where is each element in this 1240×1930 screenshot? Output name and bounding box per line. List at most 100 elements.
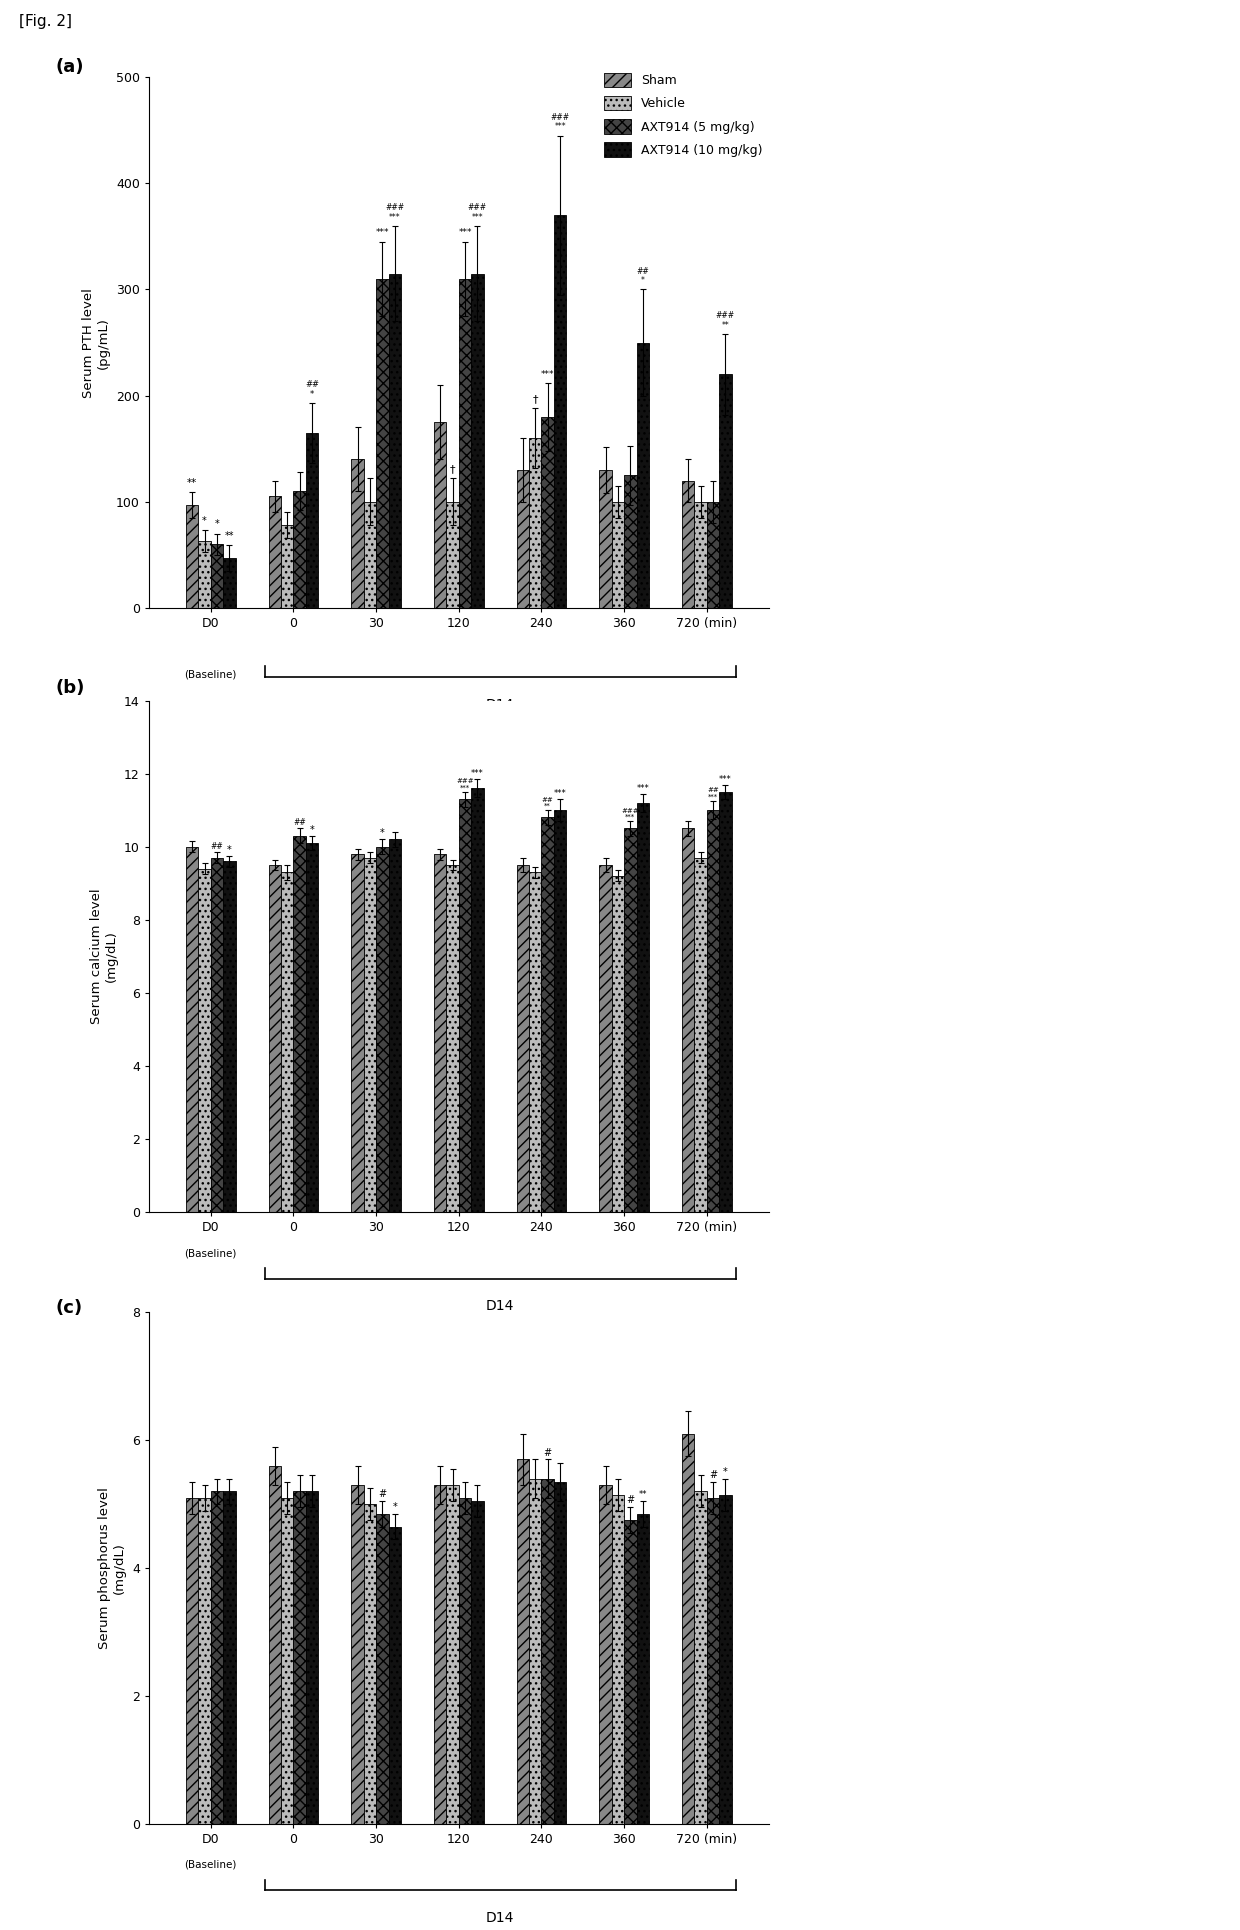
- Bar: [434, 423, 446, 608]
- Bar: [682, 1434, 694, 1824]
- Text: (Baseline): (Baseline): [185, 1859, 237, 1868]
- Text: [Fig. 2]: [Fig. 2]: [19, 14, 72, 29]
- Bar: [471, 787, 484, 1212]
- Text: **: **: [639, 1490, 647, 1500]
- Bar: [223, 1492, 236, 1824]
- Bar: [636, 803, 649, 1212]
- Bar: [186, 1498, 198, 1824]
- Bar: [459, 799, 471, 1212]
- Bar: [529, 438, 542, 608]
- Bar: [351, 1484, 363, 1824]
- Bar: [198, 540, 211, 608]
- Text: ***: ***: [471, 768, 484, 778]
- Bar: [682, 481, 694, 608]
- Bar: [636, 344, 649, 608]
- Text: ***: ***: [376, 228, 389, 237]
- Text: ***: ***: [719, 774, 732, 784]
- Text: ##
***: ## ***: [707, 787, 719, 799]
- Bar: [376, 278, 388, 608]
- Bar: [306, 1492, 319, 1824]
- Bar: [611, 1494, 624, 1824]
- Bar: [694, 857, 707, 1212]
- Bar: [446, 865, 459, 1212]
- Text: ***: ***: [459, 228, 471, 237]
- Text: D14: D14: [486, 699, 515, 712]
- Text: #: #: [543, 1448, 552, 1457]
- Text: ##: ##: [211, 841, 223, 851]
- Bar: [459, 1498, 471, 1824]
- Bar: [446, 502, 459, 608]
- Text: ***: ***: [541, 371, 554, 378]
- Bar: [211, 1492, 223, 1824]
- Text: *: *: [227, 845, 232, 855]
- Text: *: *: [392, 1502, 397, 1511]
- Bar: [529, 1478, 542, 1824]
- Bar: [281, 1498, 294, 1824]
- Text: ##
*: ## *: [636, 266, 649, 286]
- Bar: [269, 496, 281, 608]
- Bar: [223, 861, 236, 1212]
- Text: *: *: [310, 824, 315, 834]
- Text: ###
***: ### ***: [386, 203, 404, 222]
- Bar: [599, 1484, 611, 1824]
- Bar: [294, 490, 306, 608]
- Bar: [363, 857, 376, 1212]
- Text: *: *: [202, 515, 207, 527]
- Text: ###
***: ### ***: [456, 778, 474, 791]
- Bar: [211, 857, 223, 1212]
- Text: #: #: [378, 1490, 387, 1500]
- Text: **: **: [187, 479, 197, 488]
- Bar: [269, 865, 281, 1212]
- Bar: [388, 840, 401, 1212]
- Bar: [542, 1478, 554, 1824]
- Bar: [198, 1498, 211, 1824]
- Bar: [694, 1492, 707, 1824]
- Text: ***: ***: [636, 784, 649, 793]
- Bar: [542, 417, 554, 608]
- Bar: [599, 471, 611, 608]
- Text: ###
***: ### ***: [621, 807, 639, 820]
- Y-axis label: Serum calcium level
(mg/dL): Serum calcium level (mg/dL): [91, 888, 118, 1025]
- Text: D14: D14: [486, 1911, 515, 1924]
- Bar: [269, 1467, 281, 1824]
- Bar: [294, 1492, 306, 1824]
- Text: (Baseline): (Baseline): [185, 1249, 237, 1258]
- Bar: [363, 502, 376, 608]
- Bar: [376, 847, 388, 1212]
- Text: (a): (a): [56, 58, 84, 75]
- Bar: [517, 865, 529, 1212]
- Bar: [554, 811, 567, 1212]
- Bar: [517, 1459, 529, 1824]
- Text: (Baseline): (Baseline): [185, 670, 237, 679]
- Legend: Sham, Vehicle, AXT914 (5 mg/kg), AXT914 (10 mg/kg): Sham, Vehicle, AXT914 (5 mg/kg), AXT914 …: [604, 73, 763, 156]
- Text: #: #: [709, 1471, 717, 1480]
- Bar: [281, 872, 294, 1212]
- Bar: [624, 1521, 636, 1824]
- Text: ***: ***: [554, 789, 567, 799]
- Bar: [211, 544, 223, 608]
- Bar: [351, 459, 363, 608]
- Bar: [529, 872, 542, 1212]
- Bar: [434, 853, 446, 1212]
- Text: #: #: [626, 1496, 635, 1505]
- Bar: [446, 1484, 459, 1824]
- Text: D14: D14: [486, 1299, 515, 1312]
- Bar: [599, 865, 611, 1212]
- Bar: [719, 791, 732, 1212]
- Bar: [694, 502, 707, 608]
- Bar: [459, 278, 471, 608]
- Text: (b): (b): [56, 679, 86, 697]
- Bar: [351, 853, 363, 1212]
- Text: ##
**: ## **: [542, 797, 553, 809]
- Bar: [542, 818, 554, 1212]
- Bar: [707, 811, 719, 1212]
- Text: **: **: [224, 531, 234, 540]
- Text: *: *: [379, 828, 384, 838]
- Text: (c): (c): [56, 1299, 83, 1316]
- Text: ##
*: ## *: [305, 380, 319, 400]
- Bar: [554, 1482, 567, 1824]
- Bar: [186, 847, 198, 1212]
- Bar: [223, 558, 236, 608]
- Bar: [707, 502, 719, 608]
- Text: †: †: [450, 465, 455, 475]
